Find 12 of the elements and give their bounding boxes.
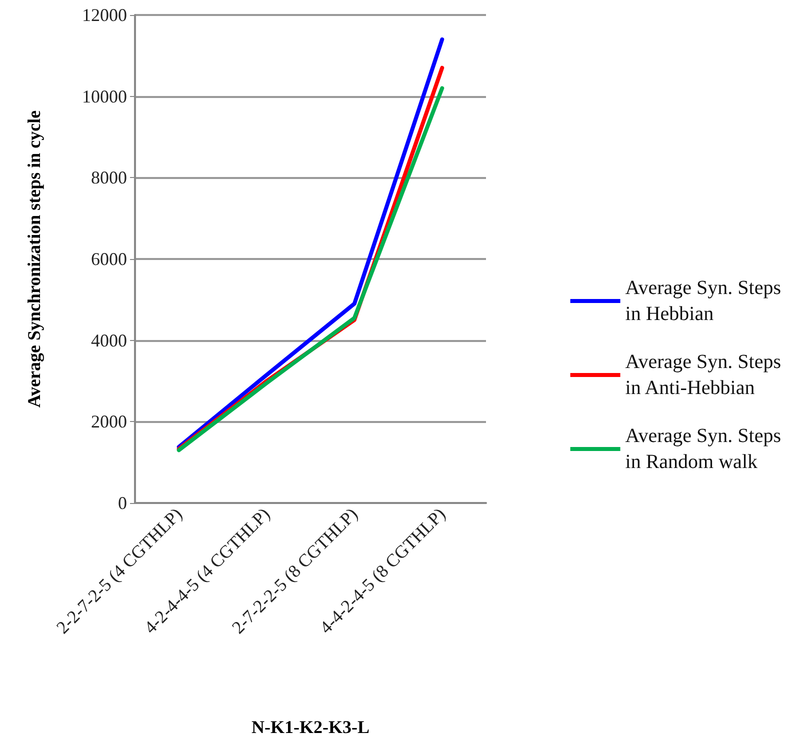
legend-label: Average Syn. Steps in Anti-Hebbian (625, 351, 782, 399)
y-tick-label: 10000 (82, 86, 127, 106)
y-axis-title: Average Synchronization steps in cycle (24, 110, 44, 408)
legend-label: Average Syn. Steps in Random walk (625, 425, 782, 473)
y-tick-label: 0 (118, 493, 127, 513)
y-tick-label: 12000 (82, 5, 127, 25)
y-tick-label: 8000 (91, 168, 127, 188)
y-tick-label: 4000 (91, 330, 127, 350)
y-tick-label: 2000 (91, 412, 127, 432)
legend-label: Average Syn. Steps in Hebbian (625, 277, 782, 325)
y-tick-label: 6000 (91, 249, 127, 269)
x-axis-title: N-K1-K2-K3-L (252, 717, 370, 737)
